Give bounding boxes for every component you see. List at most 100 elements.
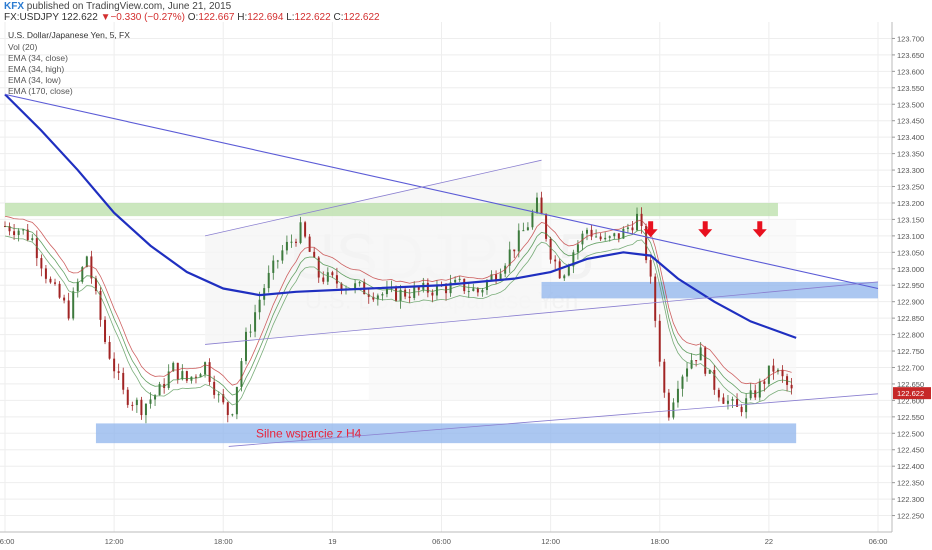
candle-body (222, 394, 225, 403)
time-tick-label: 06:00 (0, 537, 14, 546)
candle-body (354, 283, 357, 289)
candle-body (217, 394, 220, 396)
candle-body (208, 362, 211, 382)
candle-body (626, 227, 629, 229)
candle-body (681, 376, 684, 389)
candle-body (117, 371, 120, 373)
price-tick-label: 122.500 (897, 429, 924, 438)
price-tick-label: 122.950 (897, 281, 924, 290)
candle-body (413, 287, 416, 298)
study-ema-high[interactable]: EMA (34, high) (8, 64, 65, 74)
candle-body (567, 266, 570, 276)
candle-body (17, 230, 20, 235)
time-tick-label: 19 (328, 537, 336, 546)
chart-title: U.S. Dollar/Japanese Yen, 5, FX (8, 30, 130, 40)
price-tick-label: 123.600 (897, 67, 924, 76)
last-price-tag (893, 387, 931, 400)
study-ema-170[interactable]: EMA (170, close) (8, 86, 73, 96)
candle-body (581, 233, 584, 245)
price-tick-label: 123.350 (897, 150, 924, 159)
candle-body (285, 241, 288, 251)
candle-body (35, 238, 38, 259)
candle-body (449, 282, 452, 294)
price-tick-label: 123.400 (897, 133, 924, 142)
candle-body (135, 399, 138, 406)
time-tick-label: 18:00 (214, 537, 233, 546)
candle-body (522, 230, 525, 232)
candle-body (67, 300, 70, 319)
candle-body (313, 251, 316, 258)
candle-body (199, 374, 202, 377)
candle-body (295, 241, 297, 243)
candle-body (713, 369, 716, 390)
price-tick-label: 122.450 (897, 446, 924, 455)
candle-body (554, 259, 557, 262)
candle-body (426, 282, 429, 293)
candle-body (244, 331, 247, 362)
line-channel-lower (205, 281, 879, 345)
candle-body (445, 286, 448, 294)
candle-body (304, 222, 307, 237)
candle-body (26, 229, 29, 240)
candle-body (231, 414, 234, 416)
chart-header: KFX published on TradingView.com, June 2… (0, 0, 932, 23)
candle-body (8, 226, 11, 232)
candle-body (676, 388, 679, 403)
candle-body (454, 279, 457, 283)
candle-body (622, 228, 625, 239)
line-channel-upper (204, 159, 542, 237)
ohlc-line: FX:USDJPY 122.622 ▼−0.330 (−0.27%) O:122… (4, 12, 380, 23)
candle-body (540, 197, 543, 215)
ema170-line (4, 93, 797, 339)
support-annotation: Silne wsparcie z H4 (256, 426, 362, 440)
time-tick-label: 12:00 (105, 537, 124, 546)
high-label: H: (237, 12, 248, 23)
price-tick-label: 122.350 (897, 479, 924, 488)
candle-body (717, 389, 720, 398)
study-ema-low[interactable]: EMA (34, low) (8, 75, 61, 85)
candle-body (144, 403, 147, 416)
candle-body (358, 281, 361, 284)
candle-body (708, 369, 711, 374)
publish-info: published on TradingView.com, June 21, 2… (26, 1, 232, 12)
candle-body (549, 238, 552, 260)
candle-body (476, 288, 479, 293)
candle-body (758, 381, 761, 398)
ema34-low-line (4, 235, 792, 406)
candle-body (790, 384, 793, 389)
candle-body (63, 297, 66, 301)
price-tick-label: 122.850 (897, 314, 924, 323)
open-label: O: (187, 12, 199, 23)
candle-body (72, 291, 75, 319)
candle-body (590, 229, 593, 237)
price-tick-label: 123.300 (897, 166, 924, 175)
candle-body (613, 233, 616, 237)
candle-body (108, 341, 111, 359)
down-arrow (643, 221, 658, 238)
candle-body (645, 226, 648, 261)
candle-body (745, 398, 748, 413)
candle-body (631, 227, 634, 231)
down-arrow (698, 221, 713, 238)
candle-body (781, 369, 784, 377)
candle-body (458, 278, 461, 280)
candle-body (704, 347, 707, 374)
price-tick-label: 123.500 (897, 100, 924, 109)
candle-body (81, 267, 84, 282)
candle-body (763, 381, 766, 384)
candle-body (467, 291, 470, 293)
study-volume[interactable]: Vol (20) (8, 42, 38, 52)
candle-body (317, 257, 320, 278)
line-support-line (228, 393, 879, 447)
candle-body (290, 241, 293, 243)
candle-body (722, 397, 725, 404)
study-ema-close[interactable]: EMA (34, close) (8, 53, 68, 63)
candle-body (44, 268, 47, 279)
candle-body (513, 249, 516, 252)
candle-body (463, 278, 466, 292)
candle-body (695, 360, 698, 362)
line-downtrend (4, 93, 879, 290)
candle-body (472, 288, 475, 292)
candle-body (272, 260, 275, 273)
